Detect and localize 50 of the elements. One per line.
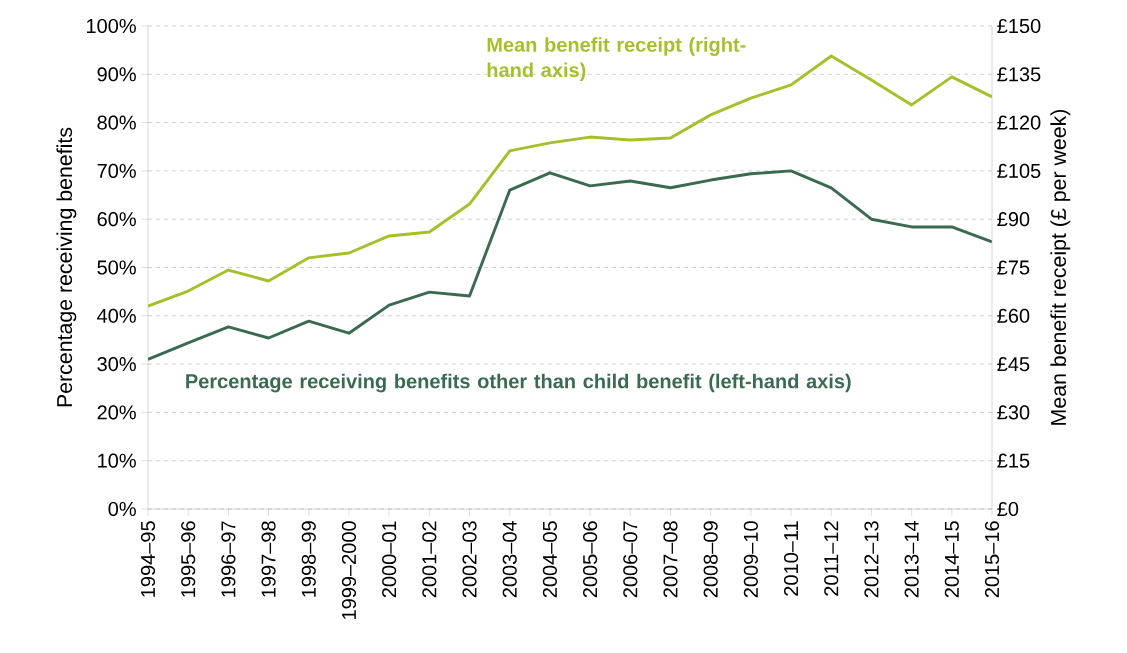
y-tick-label: 90% <box>97 67 136 82</box>
x-tick-label: 2001–02 <box>422 521 437 598</box>
series-label: Percentage receiving benefits other than child benefit (left-hand axis) <box>186 373 851 393</box>
x-tick-label: 1999–2000 <box>341 521 357 619</box>
y-tick-label: 70% <box>97 163 136 178</box>
y2-tick-label: £150 <box>997 18 1041 34</box>
x-tick-label: 2004–05 <box>542 521 557 598</box>
y2-tick-label: £45 <box>997 357 1030 372</box>
x-tick-label: 2006–07 <box>623 521 638 598</box>
x-tick-label: 2002–03 <box>462 521 477 598</box>
y2-tick-label: £75 <box>997 260 1030 275</box>
x-tick-label: 1998–99 <box>301 521 316 597</box>
y-axis-title: Percentage receiving benefits <box>56 127 77 407</box>
line-series <box>148 169 993 361</box>
x-tick-label: 1995–96 <box>181 521 196 597</box>
x-tick-label: 2013–14 <box>904 520 919 598</box>
line-series <box>148 54 993 308</box>
y2-tick-label: £30 <box>997 405 1030 420</box>
x-tick-label: 2015–16 <box>984 521 1000 598</box>
x-tick-label: 1996–97 <box>221 521 236 597</box>
y2-axis-title: Mean benefit receipt (£ per week) <box>1050 109 1071 425</box>
x-tick-label: 2007–08 <box>663 521 678 598</box>
y-tick-label: 30% <box>97 357 136 372</box>
x-tick-label: 2003–04 <box>502 520 517 598</box>
x-tick-label: 2011–12 <box>824 521 839 596</box>
x-tick-label: 2008–09 <box>703 521 718 598</box>
series-label: Mean benefit receipt (right-hand axis) <box>487 37 746 82</box>
y-tick-label: 100% <box>87 18 136 34</box>
x-tick-label: 1994–95 <box>140 521 156 597</box>
x-tick-label: 2009–10 <box>743 521 758 598</box>
y-tick-label: 0% <box>108 501 136 517</box>
y-tick-label: 20% <box>97 405 136 420</box>
y2-tick-label: £15 <box>997 453 1030 468</box>
y2-tick-label: £90 <box>997 212 1030 227</box>
y-tick-label: 40% <box>97 308 136 323</box>
x-tick-label: 2000–01 <box>382 521 397 598</box>
y2-tick-label: £60 <box>997 308 1030 323</box>
y-tick-label: 60% <box>97 212 136 227</box>
y-tick-label: 50% <box>97 260 136 275</box>
y2-tick-label: £120 <box>997 115 1041 130</box>
x-tick-label: 2012–13 <box>864 521 879 598</box>
y-tick-label: 10% <box>98 453 136 468</box>
y2-tick-label: £0 <box>997 501 1019 517</box>
x-tick-label: 2005–06 <box>583 521 598 598</box>
y2-tick-label: £135 <box>997 67 1041 82</box>
y2-tick-label: £105 <box>997 163 1041 178</box>
x-tick-label: 2014–15 <box>944 521 959 598</box>
x-tick-label: 1997–98 <box>261 521 276 597</box>
y-tick-label: 80% <box>97 115 136 130</box>
x-tick-label: 2010–11 <box>783 521 799 596</box>
